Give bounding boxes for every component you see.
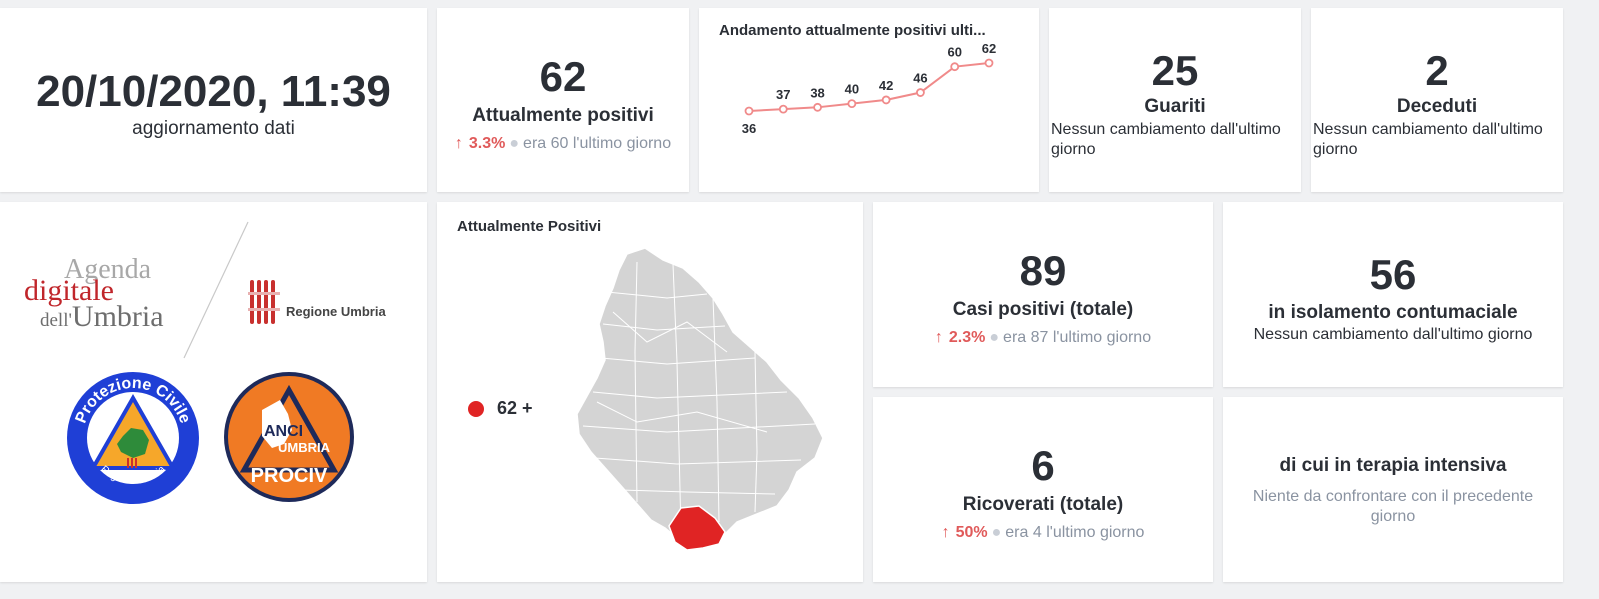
trend-point: [847, 99, 857, 109]
attualmente-positivi-value: 62: [539, 53, 587, 100]
legend-dot-icon: [468, 401, 484, 418]
isolamento-value: 56: [1369, 251, 1417, 298]
terapia-note: Niente da confrontare con il precedente …: [1252, 488, 1534, 525]
anci-prociv-text: PROCIV: [251, 465, 328, 487]
dell-word: dell': [40, 310, 72, 331]
trend-data-label: 38: [810, 85, 824, 100]
trend-point: [881, 95, 891, 105]
map-card: Attualmente Positivi 62 +: [437, 202, 863, 582]
deceduti-note: Nessun cambiamento dall'ultimo giorno: [1313, 121, 1543, 158]
trend-title: Andamento attualmente positivi ulti...: [719, 22, 986, 39]
delta-period: l'ultimo giorno: [572, 135, 672, 152]
dot-separator: ●: [989, 329, 1000, 346]
trend-data-label: 60: [947, 45, 961, 60]
trend-card: Andamento attualmente positivi ulti... 3…: [699, 8, 1039, 192]
map-title: Attualmente Positivi: [457, 218, 602, 235]
delta-pct: 3.3%: [468, 135, 506, 152]
delta-period: l'ultimo giorno: [1046, 524, 1145, 541]
attualmente-positivi-label: Attualmente positivi: [472, 105, 654, 126]
casi-positivi-delta: ↑ 2.3% ● era 87 l'ultimo giorno: [873, 329, 1213, 347]
ricoverati-delta: ↑ 50% ● era 4 l'ultimo giorno: [873, 524, 1213, 542]
umbria-big-word: Umbria: [71, 300, 164, 333]
arrow-up-icon: ↑: [934, 329, 943, 346]
trend-point: [778, 104, 788, 114]
attualmente-positivi-delta: ↑ 3.3% ● era 60 l'ultimo giorno: [437, 135, 689, 153]
guariti-card: 25 Guariti Nessun cambiamento dall'ultim…: [1049, 8, 1301, 192]
ricoverati-value: 6: [1031, 442, 1055, 489]
regione-umbria-text: Regione Umbria: [286, 304, 386, 319]
delta-prev: era 4: [1005, 524, 1042, 541]
update-datetime: 20/10/2020, 11:39: [36, 67, 391, 116]
trend-line: [748, 62, 990, 112]
guariti-label: Guariti: [1144, 96, 1206, 117]
trend-data-label: 40: [845, 82, 859, 97]
guariti-value: 25: [1151, 47, 1199, 94]
attualmente-positivi-card: 62 Attualmente positivi ↑ 3.3% ● era 60 l'u…: [437, 8, 689, 192]
anci-prociv-logo: ANCI UMBRIA PROCIV: [224, 372, 354, 502]
deceduti-card: 2 Deceduti Nessun cambiamento dall'ultim…: [1311, 8, 1563, 192]
guariti-note: Nessun cambiamento dall'ultimo giorno: [1051, 121, 1281, 158]
trend-point: [984, 58, 994, 68]
legend-label: 62 +: [497, 398, 533, 418]
trend-point: [744, 106, 754, 116]
arrow-up-icon: ↑: [454, 135, 463, 152]
arrow-up-icon: ↑: [941, 524, 950, 541]
trend-data-label: 46: [913, 71, 927, 86]
trend-data-label: 62: [982, 41, 996, 56]
isolamento-card: 56 in isolamento contumaciale Nessun cam…: [1223, 202, 1563, 387]
umbria-map: [576, 247, 824, 551]
digitale-word: digitale: [24, 274, 114, 307]
trend-data-label: 36: [742, 121, 756, 136]
casi-positivi-card: 89 Casi positivi (totale) ↑ 2.3% ● era 87 l…: [873, 202, 1213, 387]
delta-pct: 2.3%: [948, 329, 986, 346]
terapia-card: di cui in terapia intensiva Niente da co…: [1223, 397, 1563, 582]
dot-separator: ●: [991, 524, 1002, 541]
isolamento-label: in isolamento contumaciale: [1268, 302, 1518, 323]
delta-pct: 50%: [955, 524, 988, 541]
protezione-civile-logo: Protezione Civile Regione Umbria: [67, 372, 199, 504]
update-card: 20/10/2020, 11:39 aggiornamento dati: [0, 8, 427, 192]
casi-positivi-value: 89: [1019, 247, 1067, 294]
terni-highlight: [668, 505, 726, 551]
ricoverati-card: 6 Ricoverati (totale) ↑ 50% ● era 4 l'ultim…: [873, 397, 1213, 582]
trend-point: [916, 88, 925, 97]
dot-separator: ●: [509, 135, 520, 152]
delta-prev: era 87: [1003, 329, 1049, 346]
anci-umbria-text: UMBRIA: [278, 440, 331, 455]
umbria-word: dell'Umbria: [40, 300, 164, 334]
agenda-digitale-logo: Agenda digitale dell'Umbria: [24, 254, 194, 344]
anci-text: ANCI: [264, 423, 303, 440]
trend-chart: 36 37 38 40 42 46 60 62: [742, 41, 996, 136]
trend-point: [813, 102, 822, 112]
isolamento-note: Nessun cambiamento dall'ultimo giorno: [1253, 326, 1533, 343]
agenda-word: Agenda: [64, 254, 152, 285]
update-label: aggiornamento dati: [132, 118, 295, 139]
deceduti-value: 2: [1425, 47, 1449, 94]
ricoverati-label: Ricoverati (totale): [962, 494, 1124, 515]
trend-data-label: 37: [776, 87, 790, 102]
divider-line: [183, 221, 249, 359]
trend-point: [950, 62, 960, 72]
map-legend: 62 +: [468, 398, 533, 419]
delta-prev: era 60: [523, 135, 569, 152]
terapia-label: di cui in terapia intensiva: [1279, 455, 1507, 476]
deceduti-label: Deceduti: [1396, 96, 1478, 117]
casi-positivi-label: Casi positivi (totale): [952, 299, 1134, 320]
trend-data-label: 42: [879, 78, 893, 93]
regione-umbria-emblem-icon: [248, 278, 280, 326]
delta-period: l'ultimo giorno: [1052, 329, 1152, 346]
logos-card: Agenda digitale dell'Umbria Regione Umbr…: [0, 202, 427, 582]
